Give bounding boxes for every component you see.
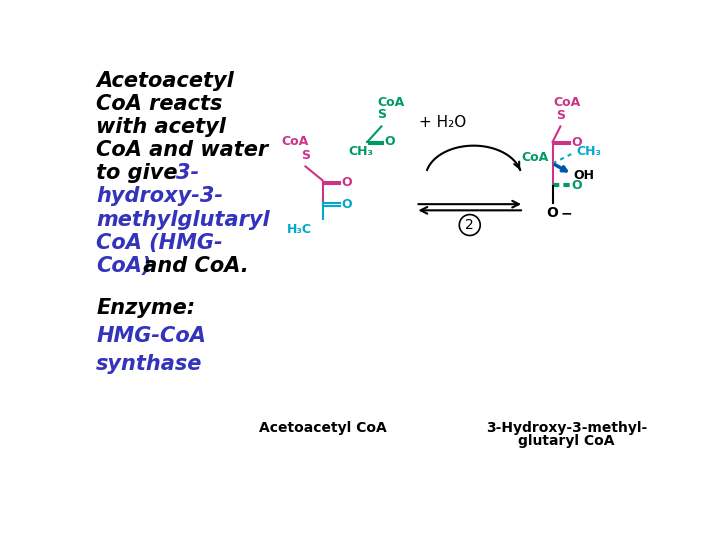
Text: CoA: CoA	[377, 96, 405, 109]
Text: synthase: synthase	[96, 354, 202, 374]
Text: CoA: CoA	[282, 135, 309, 148]
Text: CH₃: CH₃	[348, 145, 374, 158]
Text: −: −	[560, 206, 572, 220]
Text: CoA: CoA	[522, 151, 549, 164]
Text: CoA and water: CoA and water	[96, 140, 269, 160]
Text: S: S	[301, 149, 310, 162]
Text: O: O	[546, 206, 559, 220]
Text: 3-Hydroxy-3-methyl-: 3-Hydroxy-3-methyl-	[486, 421, 647, 435]
Text: to give: to give	[96, 164, 199, 184]
Text: O: O	[571, 136, 582, 149]
Text: hydroxy-3-: hydroxy-3-	[96, 186, 223, 206]
Text: and CoA.: and CoA.	[137, 256, 249, 276]
Text: Acetoacetyl: Acetoacetyl	[96, 71, 234, 91]
Text: glutaryl CoA: glutaryl CoA	[518, 434, 615, 448]
Text: 2: 2	[465, 218, 474, 232]
Text: with acetyl: with acetyl	[96, 117, 226, 137]
Text: Acetoacetyl CoA: Acetoacetyl CoA	[258, 421, 387, 435]
Text: CoA: CoA	[553, 96, 580, 109]
Text: O: O	[384, 136, 395, 148]
Text: methylglutaryl: methylglutaryl	[96, 210, 270, 230]
Text: HMG-CoA: HMG-CoA	[96, 326, 206, 346]
Text: CH₃: CH₃	[576, 145, 601, 158]
Text: O: O	[341, 176, 352, 189]
Text: Enzyme:: Enzyme:	[96, 298, 195, 318]
Text: CoA): CoA)	[96, 256, 152, 276]
Text: O: O	[571, 179, 582, 192]
Text: + H₂O: + H₂O	[419, 115, 467, 130]
Text: OH: OH	[574, 169, 595, 182]
Text: H₃C: H₃C	[287, 222, 312, 235]
Text: S: S	[377, 108, 386, 121]
Text: 3-: 3-	[176, 164, 199, 184]
Text: S: S	[556, 109, 565, 122]
Text: O: O	[341, 198, 352, 211]
Text: CoA (HMG-: CoA (HMG-	[96, 233, 222, 253]
Text: CoA reacts: CoA reacts	[96, 94, 222, 114]
